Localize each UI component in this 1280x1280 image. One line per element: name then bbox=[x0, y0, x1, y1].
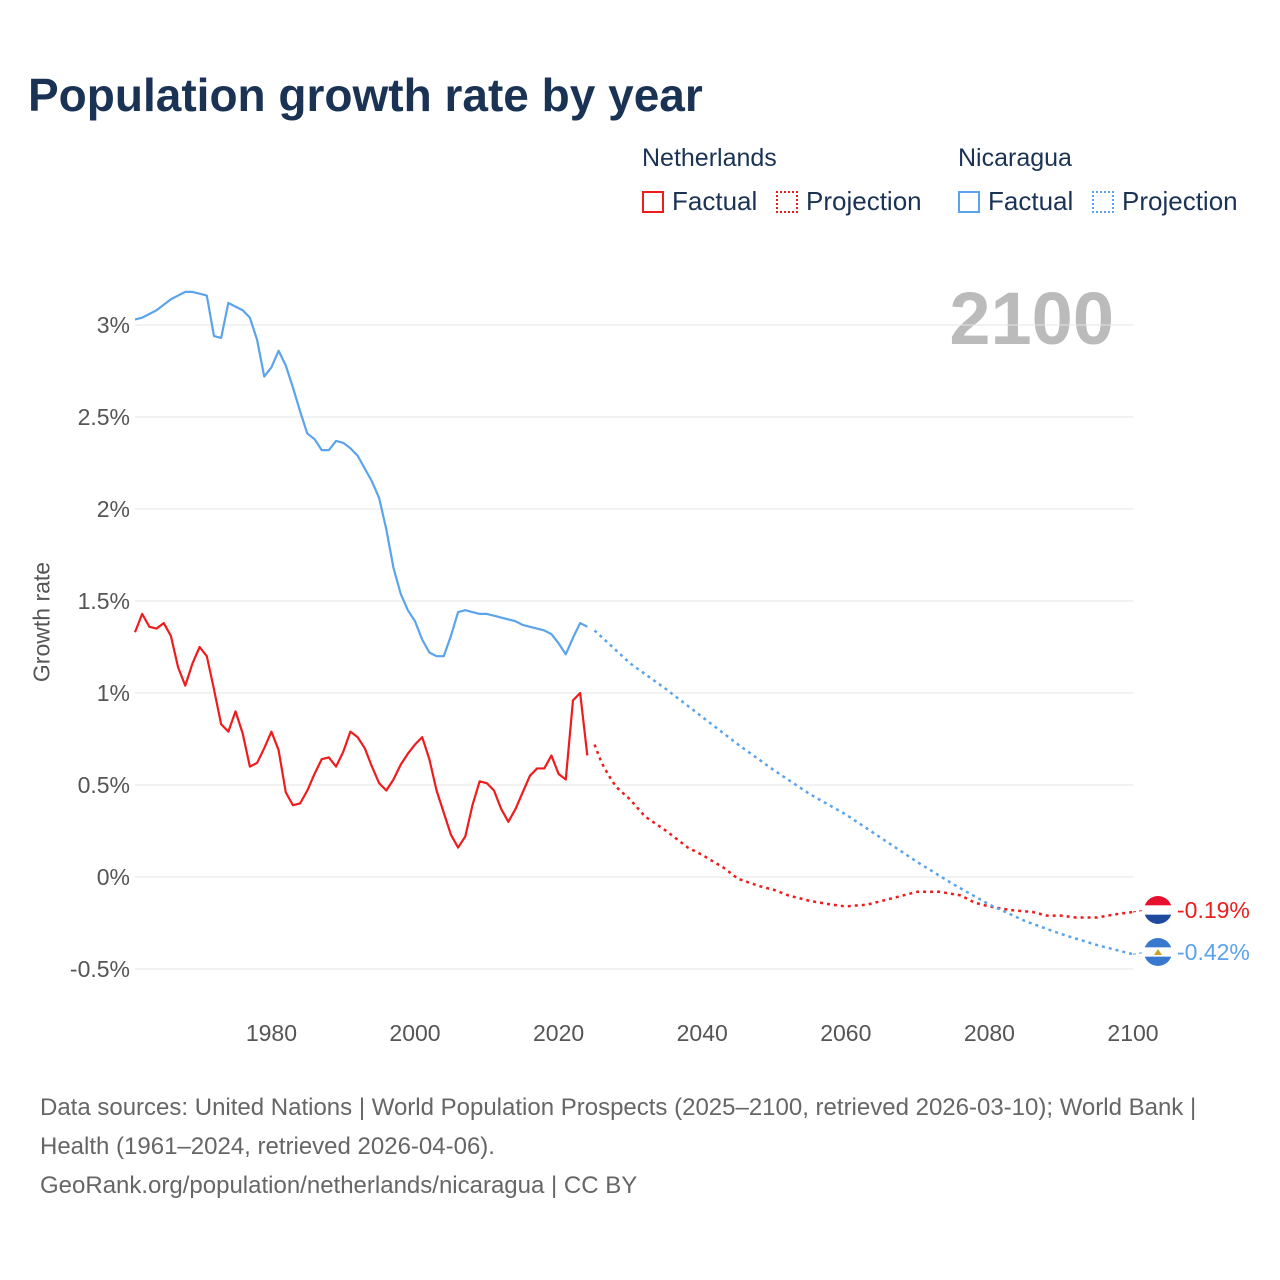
legend-label: Factual bbox=[988, 186, 1074, 216]
netherlands-factual-line bbox=[133, 612, 589, 849]
netherlands-projection-line bbox=[593, 744, 1134, 919]
legend-nl-projection[interactable]: Projection bbox=[776, 186, 922, 217]
y-tick-label: -0.5% bbox=[70, 956, 130, 982]
x-tick-label: 1980 bbox=[246, 1020, 297, 1046]
nicaragua-factual-line bbox=[134, 290, 588, 658]
y-tick-label: 2% bbox=[97, 496, 130, 522]
legend-swatch-solid bbox=[958, 190, 980, 213]
legend-label: Projection bbox=[1122, 186, 1238, 216]
y-tick-label: 1% bbox=[97, 680, 130, 706]
y-tick-label: 0.5% bbox=[78, 772, 130, 798]
source-note: Data sources: United Nations | World Pop… bbox=[40, 1088, 1240, 1205]
y-tick-label: 3% bbox=[97, 312, 130, 338]
nicaragua-emblem-icon bbox=[1154, 949, 1162, 955]
legend-label: Projection bbox=[806, 186, 922, 216]
x-tick-label: 2080 bbox=[964, 1020, 1015, 1046]
current-year-label: 2100 bbox=[949, 277, 1114, 360]
source-link[interactable]: GeoRank.org/population/netherlands/nicar… bbox=[40, 1172, 638, 1199]
netherlands-leader-line bbox=[1132, 909, 1147, 913]
netherlands-flag-icon bbox=[1144, 896, 1172, 924]
x-tick-label: 2100 bbox=[1107, 1020, 1158, 1046]
legend-ni-factual[interactable]: Factual bbox=[958, 186, 1073, 217]
legend-label: Factual bbox=[672, 186, 758, 216]
y-tick-label: 2.5% bbox=[78, 404, 130, 430]
y-tick-label: 1.5% bbox=[78, 588, 130, 614]
legend-nl-factual[interactable]: Factual bbox=[642, 186, 757, 217]
legend-netherlands-heading: Netherlands bbox=[642, 144, 777, 172]
legend-swatch-solid bbox=[642, 190, 664, 213]
nicaragua-projection-line bbox=[593, 629, 1134, 956]
netherlands-end-label: -0.19% bbox=[1177, 897, 1250, 923]
legend-swatch-dotted bbox=[1092, 190, 1114, 213]
x-tick-label: 2060 bbox=[820, 1020, 871, 1046]
legend-nicaragua-heading: Nicaragua bbox=[958, 144, 1072, 172]
nicaragua-end-label: -0.42% bbox=[1177, 939, 1250, 965]
x-tick-label: 2040 bbox=[677, 1020, 728, 1046]
source-text: Data sources: United Nations | World Pop… bbox=[40, 1094, 1197, 1160]
nicaragua-leader-line bbox=[1132, 951, 1147, 955]
legend-swatch-dotted bbox=[776, 190, 798, 213]
x-tick-label: 2020 bbox=[533, 1020, 584, 1046]
legend-ni-projection[interactable]: Projection bbox=[1092, 186, 1238, 217]
y-tick-label: 0% bbox=[97, 864, 130, 890]
x-tick-label: 2000 bbox=[389, 1020, 440, 1046]
chart-title: Population growth rate by year bbox=[28, 69, 703, 121]
